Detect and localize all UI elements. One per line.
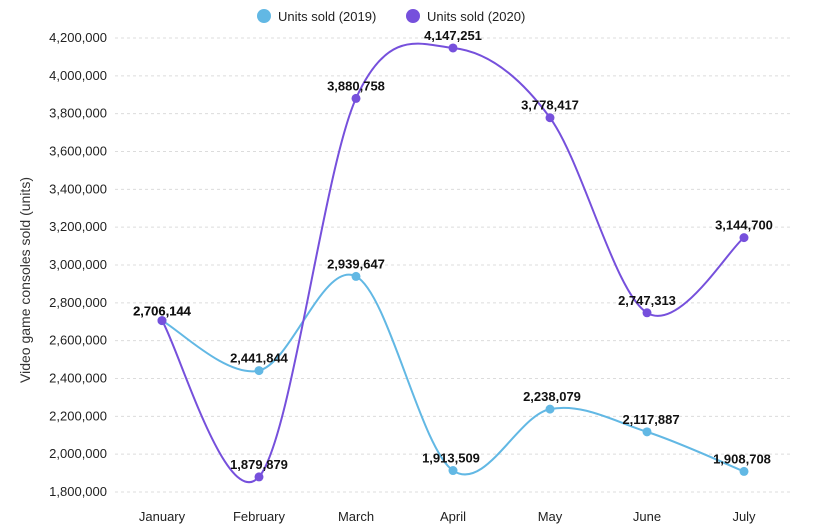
- legend-marker: [257, 9, 271, 23]
- legend-marker: [406, 9, 420, 23]
- legend[interactable]: Units sold (2019) Units sold (2020): [257, 9, 525, 24]
- x-tick-label: March: [338, 509, 374, 524]
- data-label: 2,939,647: [327, 256, 385, 271]
- legend-label: Units sold (2019): [278, 9, 376, 24]
- y-axis-ticks: 1,800,000 2,000,000 2,200,000 2,400,000 2,60…: [49, 30, 107, 499]
- data-points: [157, 43, 749, 482]
- data-label: 2,747,313: [618, 293, 676, 308]
- grid-lines: [115, 37, 792, 493]
- data-point[interactable]: [739, 466, 749, 476]
- y-tick-label: 1,800,000: [49, 484, 107, 499]
- x-tick-label: May: [538, 509, 563, 524]
- data-label: 2,117,887: [622, 412, 679, 427]
- y-tick-label: 3,200,000: [49, 219, 107, 234]
- x-axis-ticks: January February March April May June July: [139, 509, 756, 524]
- y-tick-label: 2,000,000: [49, 446, 107, 461]
- data-label: 1,908,708: [713, 451, 771, 466]
- x-tick-label: July: [732, 509, 756, 524]
- y-tick-label: 3,400,000: [49, 181, 107, 196]
- y-tick-label: 2,400,000: [49, 371, 107, 386]
- legend-label: Units sold (2020): [427, 9, 525, 24]
- y-tick-label: 3,600,000: [49, 144, 107, 159]
- data-point[interactable]: [448, 43, 458, 53]
- data-point[interactable]: [351, 93, 361, 103]
- data-point[interactable]: [157, 316, 167, 326]
- data-labels: 2,706,144 2,441,844 2,939,647 1,913,509 2,23…: [133, 28, 773, 472]
- data-label: 3,778,417: [521, 98, 579, 113]
- y-tick-label: 2,200,000: [49, 408, 107, 423]
- y-tick-label: 4,200,000: [49, 30, 107, 45]
- data-point[interactable]: [254, 472, 264, 482]
- y-tick-label: 3,000,000: [49, 257, 107, 272]
- y-tick-label: 2,800,000: [49, 295, 107, 310]
- legend-item[interactable]: Units sold (2020): [406, 9, 525, 24]
- x-tick-label: February: [233, 509, 286, 524]
- data-point[interactable]: [545, 113, 555, 123]
- data-label: 2,706,144: [133, 304, 192, 319]
- data-point[interactable]: [642, 308, 652, 318]
- data-point[interactable]: [254, 366, 264, 376]
- data-label: 3,144,700: [715, 218, 773, 233]
- y-axis-label: Video game consoles sold (units): [17, 177, 33, 383]
- data-label: 1,913,509: [422, 451, 480, 466]
- x-tick-label: January: [139, 509, 186, 524]
- series-line: [161, 273, 745, 476]
- data-label: 3,880,758: [327, 78, 385, 93]
- y-tick-label: 3,800,000: [49, 106, 107, 121]
- y-tick-label: 4,000,000: [49, 68, 107, 83]
- data-point[interactable]: [545, 404, 555, 414]
- data-label: 2,441,844: [230, 351, 289, 366]
- data-point[interactable]: [739, 233, 749, 243]
- data-point[interactable]: [351, 271, 361, 281]
- x-tick-label: April: [440, 509, 466, 524]
- x-tick-label: June: [633, 509, 661, 524]
- data-point[interactable]: [448, 466, 458, 476]
- legend-item[interactable]: Units sold (2019): [257, 9, 376, 24]
- data-point[interactable]: [642, 427, 652, 437]
- data-label: 1,879,879: [230, 457, 288, 472]
- y-tick-label: 2,600,000: [49, 333, 107, 348]
- data-label: 2,706,144: [133, 304, 192, 319]
- data-label: 2,238,079: [523, 389, 581, 404]
- data-label: 4,147,251: [424, 28, 482, 43]
